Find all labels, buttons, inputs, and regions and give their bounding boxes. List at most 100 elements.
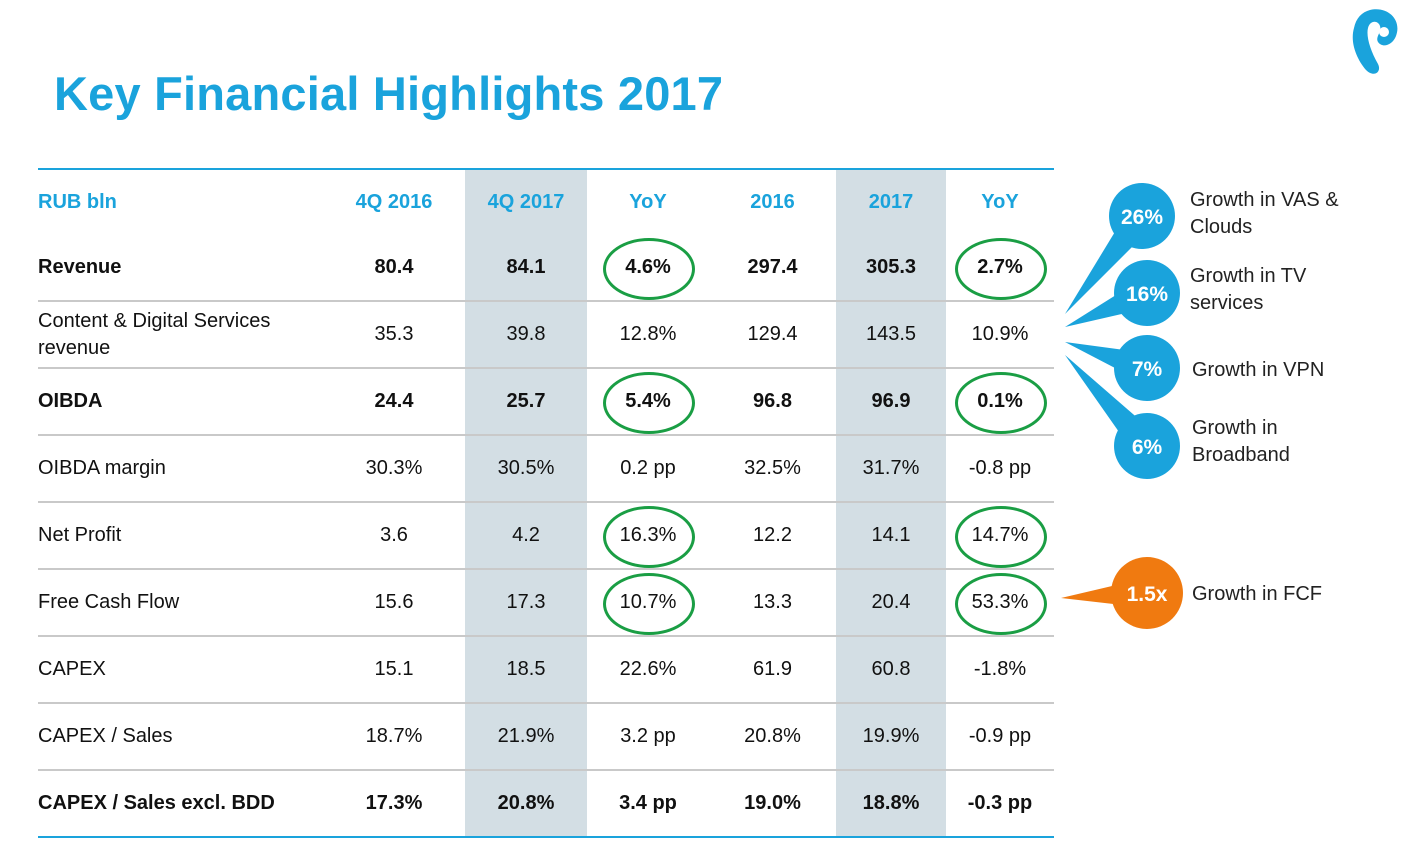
table-cell: 96.9 <box>836 367 946 435</box>
table-cell: 96.8 <box>709 367 836 435</box>
table-cell: 305.3 <box>836 235 946 301</box>
cell-value: 18.8% <box>862 792 920 814</box>
callout-value: 16% <box>1126 283 1168 306</box>
table-cell: 143.5 <box>836 300 946 368</box>
table-cell: 3.4 pp <box>587 769 709 837</box>
cell-value: 15.1 <box>374 658 414 680</box>
callout-description: Growth in VAS & Clouds <box>1190 189 1339 238</box>
header-cell: YoY <box>981 191 1019 213</box>
cell-value: 3.6 <box>380 524 408 546</box>
table-row: CAPEX / Sales excl. BDD 17.3% 20.8% 3.4 pp 1… <box>38 769 1054 837</box>
row-label: Net Profit <box>38 501 323 569</box>
cell-value: 20.8% <box>744 725 801 747</box>
circled-value: 10.7% <box>603 572 695 635</box>
cell-value: 17.3 <box>506 591 546 613</box>
table-cell: 4.2 <box>465 501 587 569</box>
callout-description: Growth in TV services <box>1190 265 1307 314</box>
table-cell: 10.7% <box>587 568 709 636</box>
cell-value: 96.9 <box>871 390 911 412</box>
circled-value: 2.7% <box>955 237 1047 300</box>
callout-bubble: 7% Growth in VPN <box>1065 335 1324 401</box>
table-cell: 35.3 <box>323 300 465 368</box>
row-label: Free Cash Flow <box>38 568 323 636</box>
table-cell: 4.6% <box>587 235 709 301</box>
table-cell: 14.1 <box>836 501 946 569</box>
table-cell: 61.9 <box>709 635 836 703</box>
cell-value: 17.3% <box>365 792 423 814</box>
table-row: Revenue 80.4 84.1 4.6% 297.4 305.3 2.7% <box>38 235 1054 301</box>
table-cell: 17.3% <box>323 769 465 837</box>
table-header-row: RUB bln 4Q 2016 4Q 2017 YoY 2016 2017 Yo… <box>38 169 1054 235</box>
header-cell: 4Q 2017 <box>465 169 587 235</box>
callout-circle <box>1109 183 1175 249</box>
circled-value: 0.1% <box>955 371 1047 434</box>
table-cell: 22.6% <box>587 635 709 703</box>
table-cell: 15.6 <box>323 568 465 636</box>
table-cell: 3.6 <box>323 501 465 569</box>
table-row: CAPEX / Sales 18.7% 21.9% 3.2 pp 20.8% 19.9% -… <box>38 702 1054 770</box>
table-cell: 12.8% <box>587 300 709 368</box>
cell-value: 12.2 <box>753 524 792 546</box>
callout-value: 1.5x <box>1127 583 1168 606</box>
row-label: OIBDA <box>38 367 323 435</box>
table-cell: 17.3 <box>465 568 587 636</box>
cell-value: 129.4 <box>747 323 798 345</box>
table-cell: 19.0% <box>709 769 836 837</box>
table-cell: 10.9% <box>946 300 1054 368</box>
row-label: CAPEX / Sales excl. BDD <box>38 769 323 837</box>
circled-value: 5.4% <box>603 371 695 434</box>
cell-value: -1.8% <box>973 658 1027 680</box>
table-cell: 20.4 <box>836 568 946 636</box>
table-cell: 129.4 <box>709 300 836 368</box>
header-cell: 2016 <box>750 191 795 213</box>
cell-value: 14.1 <box>871 524 911 546</box>
table-cell: 12.2 <box>709 501 836 569</box>
cell-value: 30.3% <box>365 457 423 479</box>
table-cell: 19.9% <box>836 702 946 770</box>
row-label: Revenue <box>38 256 122 278</box>
page-title: Key Financial Highlights 2017 <box>54 67 724 120</box>
table-cell: 15.1 <box>323 635 465 703</box>
table-cell: 14.7% <box>946 501 1054 569</box>
cell-value: 19.9% <box>862 725 920 747</box>
cell-value: 25.7 <box>506 390 546 412</box>
header-cell: RUB bln <box>38 191 117 213</box>
cell-value: 20.8% <box>497 792 555 814</box>
circled-value: 4.6% <box>603 237 695 300</box>
cell-value: 18.7% <box>365 725 423 747</box>
circled-value: 14.7% <box>955 505 1047 568</box>
cell-value: 18.5 <box>506 658 546 680</box>
table-row: Free Cash Flow 15.6 17.3 10.7% 13.3 20.4 53.3% <box>38 568 1054 636</box>
callout-circle <box>1114 335 1180 401</box>
cell-value: 24.4 <box>374 390 414 412</box>
callout-description: Growth in VPN <box>1192 359 1324 381</box>
cell-value: 3.2 pp <box>620 725 676 747</box>
header-cell: 2017 <box>836 169 946 235</box>
cell-value: 21.9% <box>497 725 555 747</box>
brand-logo-icon <box>1352 9 1398 74</box>
header-cell: 4Q 2016 <box>355 191 433 213</box>
table-cell: 30.3% <box>323 434 465 502</box>
table-cell: 80.4 <box>323 235 465 301</box>
table-row: OIBDA margin 30.3% 30.5% 0.2 pp 32.5% 31.7% -0… <box>38 434 1054 502</box>
cell-value: 32.5% <box>744 457 801 479</box>
table-row: CAPEX 15.1 18.5 22.6% 61.9 60.8 -1.8% <box>38 635 1054 703</box>
table-cell: 18.7% <box>323 702 465 770</box>
table-cell: 18.5 <box>465 635 587 703</box>
financial-highlights-table: RUB bln 4Q 2016 4Q 2017 YoY 2016 2017 Yo… <box>38 168 1054 838</box>
callout-circle <box>1114 260 1180 326</box>
cell-value: 31.7% <box>862 457 920 479</box>
cell-value: 96.8 <box>753 390 792 412</box>
table-cell: -1.8% <box>946 635 1054 703</box>
cell-value: 80.4 <box>374 256 414 278</box>
table-cell: 20.8% <box>709 702 836 770</box>
table-cell: 60.8 <box>836 635 946 703</box>
callout-circle <box>1114 413 1180 479</box>
circled-value: 53.3% <box>955 572 1047 635</box>
cell-value: 60.8 <box>871 658 911 680</box>
cell-value: 22.6% <box>619 658 677 680</box>
table-cell: 2.7% <box>946 235 1054 301</box>
cell-value: 12.8% <box>619 323 677 345</box>
cell-value: -0.8 pp <box>968 457 1032 479</box>
table-cell: -0.8 pp <box>946 434 1054 502</box>
